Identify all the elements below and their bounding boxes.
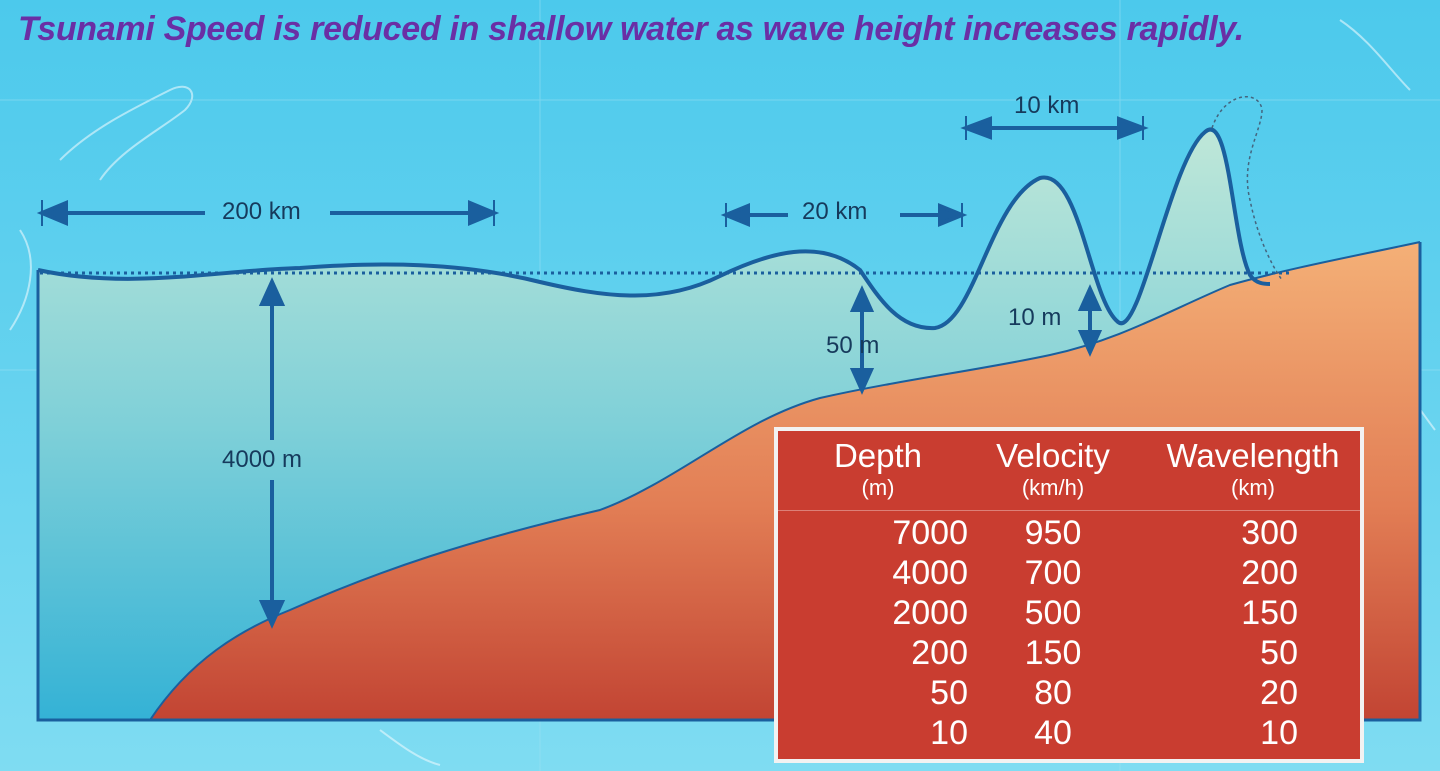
header-velocity: Velocity (km/h)	[996, 437, 1110, 500]
cell-velocity: 80	[1034, 674, 1072, 712]
depth-50m-label: 50 m	[826, 332, 880, 359]
header-depth: Depth (m)	[833, 437, 923, 500]
cell-wavelength: 20	[1260, 674, 1298, 712]
cell-velocity: 40	[1034, 714, 1072, 752]
cell-velocity: 700	[1024, 554, 1082, 592]
diagram-frame	[36, 242, 1422, 722]
table-row: 7000 950 300	[778, 513, 1360, 553]
cell-wavelength: 10	[1260, 714, 1298, 752]
cell-wavelength: 50	[1260, 634, 1298, 672]
tsunami-data-table: Depth (m) Velocity (km/h) Wavelength (km…	[774, 427, 1364, 763]
table-row: 10 40 10	[778, 713, 1360, 753]
wavelength-10km-label: 10 km	[1014, 92, 1080, 119]
wavelength-200km-label: 200 km	[222, 198, 301, 225]
cell-velocity: 950	[1024, 514, 1082, 552]
wavelength-20km-label: 20 km	[802, 198, 868, 225]
table-row: 200 150 50	[778, 633, 1360, 673]
cell-depth: 2000	[892, 594, 968, 632]
table-row: 4000 700 200	[778, 553, 1360, 593]
table-divider	[778, 510, 1360, 511]
table-row: 50 80 20	[778, 673, 1360, 713]
depth-10m-label: 10 m	[1008, 304, 1062, 331]
cell-depth: 7000	[892, 514, 968, 552]
measurement-arrows	[36, 116, 1149, 629]
cell-wavelength: 200	[1241, 554, 1298, 592]
cell-wavelength: 300	[1241, 514, 1298, 552]
cell-depth: 10	[930, 714, 968, 752]
sea-floor-outline	[149, 241, 1421, 721]
cell-wavelength: 150	[1241, 594, 1298, 632]
breaking-wave-dashed-crest	[1211, 96, 1283, 281]
table-body: 7000 950 300 4000 700 200 2000 500 150 2…	[778, 513, 1360, 753]
cell-depth: 4000	[892, 554, 968, 592]
table-row: 2000 500 150	[778, 593, 1360, 633]
page-title: Tsunami Speed is reduced in shallow wate…	[18, 10, 1244, 48]
depth-4000m-label: 4000 m	[222, 446, 303, 473]
cell-depth: 200	[911, 634, 968, 672]
tsunami-wave-profile	[37, 127, 1271, 331]
cell-velocity: 500	[1024, 594, 1082, 632]
cell-depth: 50	[930, 674, 968, 712]
cell-velocity: 150	[1024, 634, 1082, 672]
header-wavelength: Wavelength (km)	[1166, 437, 1340, 500]
